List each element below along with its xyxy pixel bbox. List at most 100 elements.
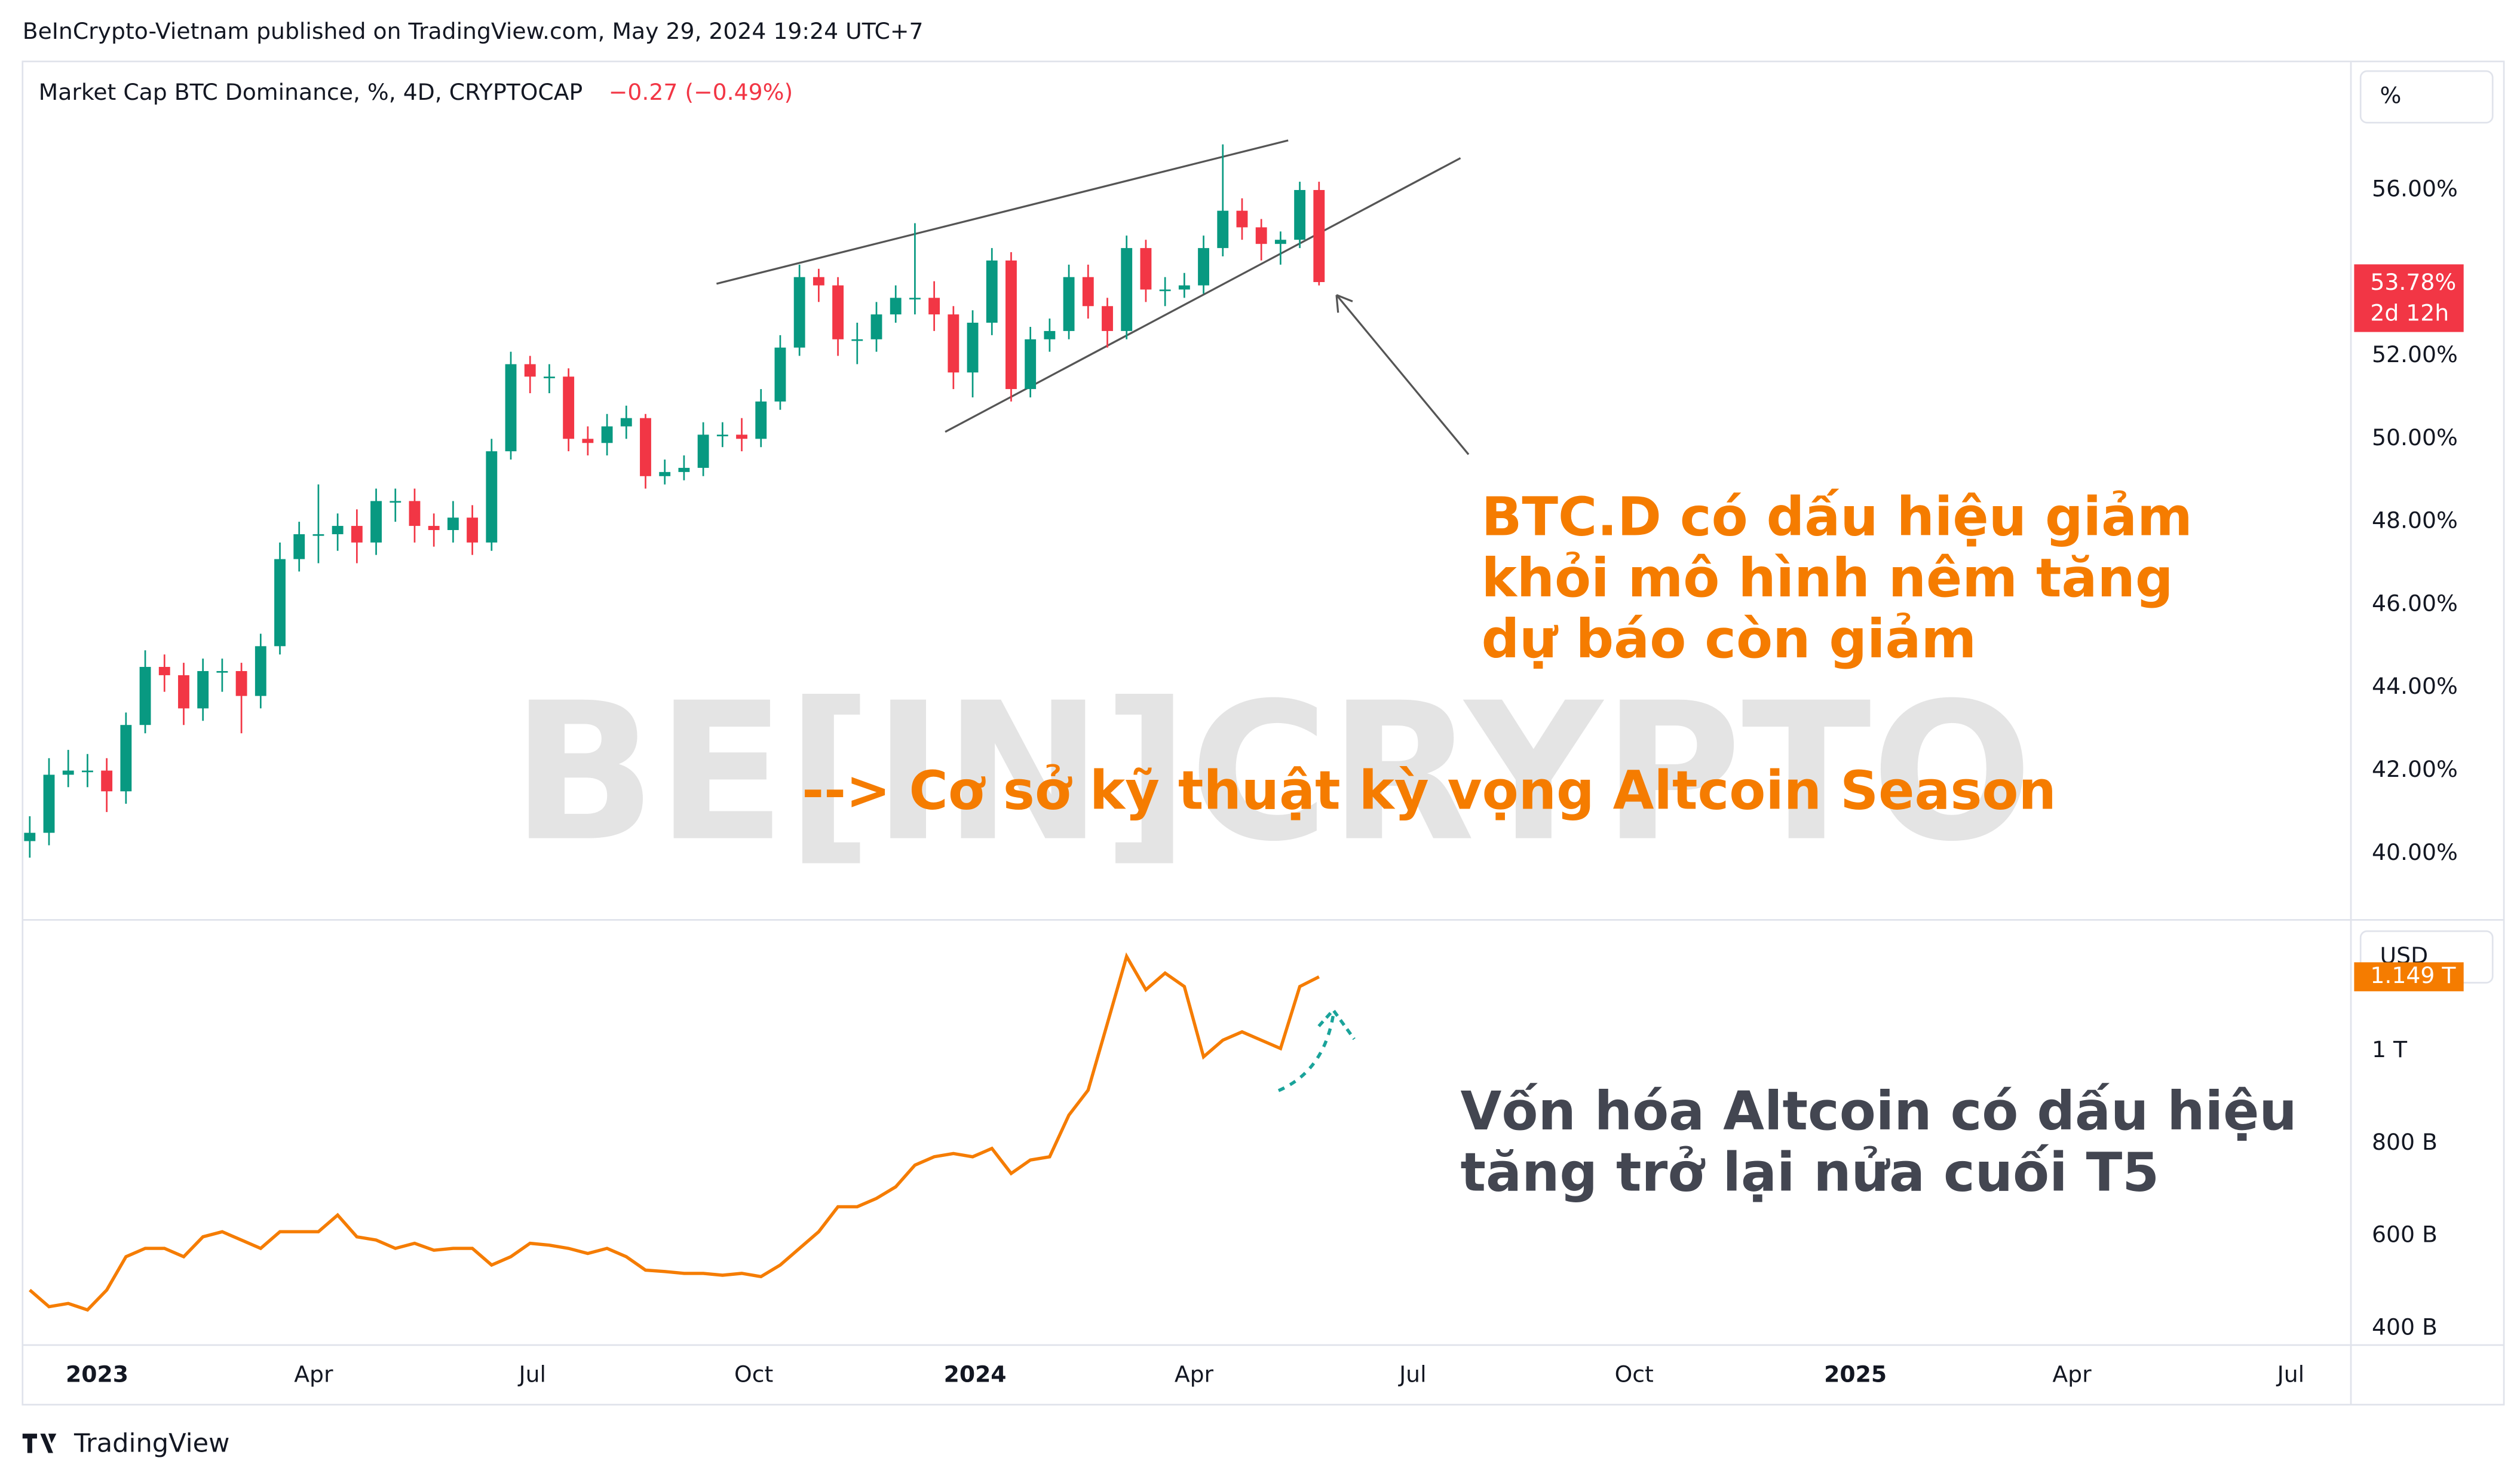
candle-body [467,518,479,543]
candle-body [793,277,805,348]
candle-body [967,323,979,373]
y-tick-label: 48.00% [2372,507,2458,534]
candle-body [312,534,324,536]
annotation-line: BTC.D có dấu hiệu giảm [1482,485,2193,547]
x-tick-label: Apr [1175,1361,1214,1388]
y-tick-label: 42.00% [2372,756,2458,782]
y-tick-label: 800 B [2372,1129,2438,1155]
axis-unit: % [2380,82,2402,109]
candle-body [1236,210,1248,228]
y-tick-label: 56.00% [2372,175,2458,201]
annotation-btc: BTC.D có dấu hiệu giảm khỏi mô hình nêm … [1482,485,2193,670]
y-tick-label: 40.00% [2372,839,2458,865]
candle-body [139,667,151,725]
plot [24,144,1325,858]
x-tick-label: 2023 [66,1361,128,1388]
candle-body [1005,260,1017,390]
candle-body [736,434,747,439]
candle-body [544,376,555,378]
candle-body [928,298,940,315]
x-tick-label: Jul [1398,1361,1427,1388]
last-price-label: 53.78% [2370,269,2456,295]
candle-body [1140,248,1152,290]
candle-body [755,401,767,439]
last-price-badge [2354,264,2464,332]
arrow-head [1335,294,1353,313]
annotation-alt: Vốn hóa Altcoin có dấu hiệu [1461,1080,2297,1142]
candle-body [1025,339,1037,390]
candle-body [1044,330,1056,339]
candle-body [640,418,651,476]
candle-body [524,364,536,377]
countdown-label: 2d 12h [2370,299,2449,326]
candle-body [678,467,690,472]
candle-body [1121,248,1133,331]
candle-body [43,774,55,833]
candle-body [1274,240,1286,244]
x-tick-label: Jul [2276,1361,2305,1388]
candle-body [293,534,305,559]
candle-body [986,260,998,323]
last-price-badge [2354,962,2464,991]
candle-body [774,347,786,402]
candle-body [158,667,170,675]
x-tick-label: 2024 [944,1361,1007,1388]
candle-body [870,314,882,339]
candle-body [1082,277,1094,307]
arrow [1335,294,1470,455]
candle-body [1198,248,1209,286]
candle-body [1063,277,1075,331]
candle-body [1217,210,1229,249]
footer: TradingView [73,1429,229,1459]
y-tick-label: 50.00% [2372,424,2458,451]
candle-body [197,670,209,709]
header: BeInCrypto-Vietnam published on TradingV… [23,18,924,44]
candle-body [428,526,440,531]
unit-box[interactable] [2359,70,2494,124]
candle-body [620,418,632,427]
candle-body [24,832,36,841]
candle-body [332,526,344,534]
candle-body [890,298,902,315]
candle-body [447,518,459,531]
annotation-alt: tăng trở lại nửa cuối T5 [1461,1141,2160,1203]
logo [22,1434,57,1453]
y-tick-label: 46.00% [2372,590,2458,616]
legend-title: Market Cap BTC Dominance, %, 4D, CRYPTOC… [39,79,583,105]
candle-body [563,376,575,439]
candle-body [851,339,863,341]
dashed-arrow-head [1317,1008,1356,1040]
candle-body [582,439,594,443]
candle-body [351,526,363,543]
y-tick-label: 400 B [2372,1314,2438,1340]
candle-body [274,559,286,647]
frame [22,60,2505,1405]
candle-body [909,298,921,300]
annotation-season: --> Cơ sở kỹ thuật kỳ vọng Altcoin Seaso… [802,760,2056,822]
candle-body [235,670,247,696]
candle-body [1313,189,1325,283]
candle-body [120,725,132,792]
x-tick-label: Apr [2052,1361,2092,1388]
candle-body [82,770,93,773]
candle-body [1159,289,1171,292]
y-tick-label: 44.00% [2372,673,2458,699]
candle-body [486,451,498,543]
candle-body [216,670,228,673]
candle-body [505,364,517,452]
candle-body [659,471,671,476]
plot [29,952,1320,1312]
y-tick-label: 52.00% [2372,341,2458,368]
candle-body [370,501,382,543]
candle-body [390,501,401,503]
x-tick-label: 2025 [1824,1361,1887,1388]
candle-body [178,675,189,709]
last-price-label: 1.149 T [2370,962,2456,988]
candle-body [601,426,613,443]
candle-body [716,434,728,437]
x-tick-label: Apr [294,1361,333,1388]
candle-body [101,770,113,792]
